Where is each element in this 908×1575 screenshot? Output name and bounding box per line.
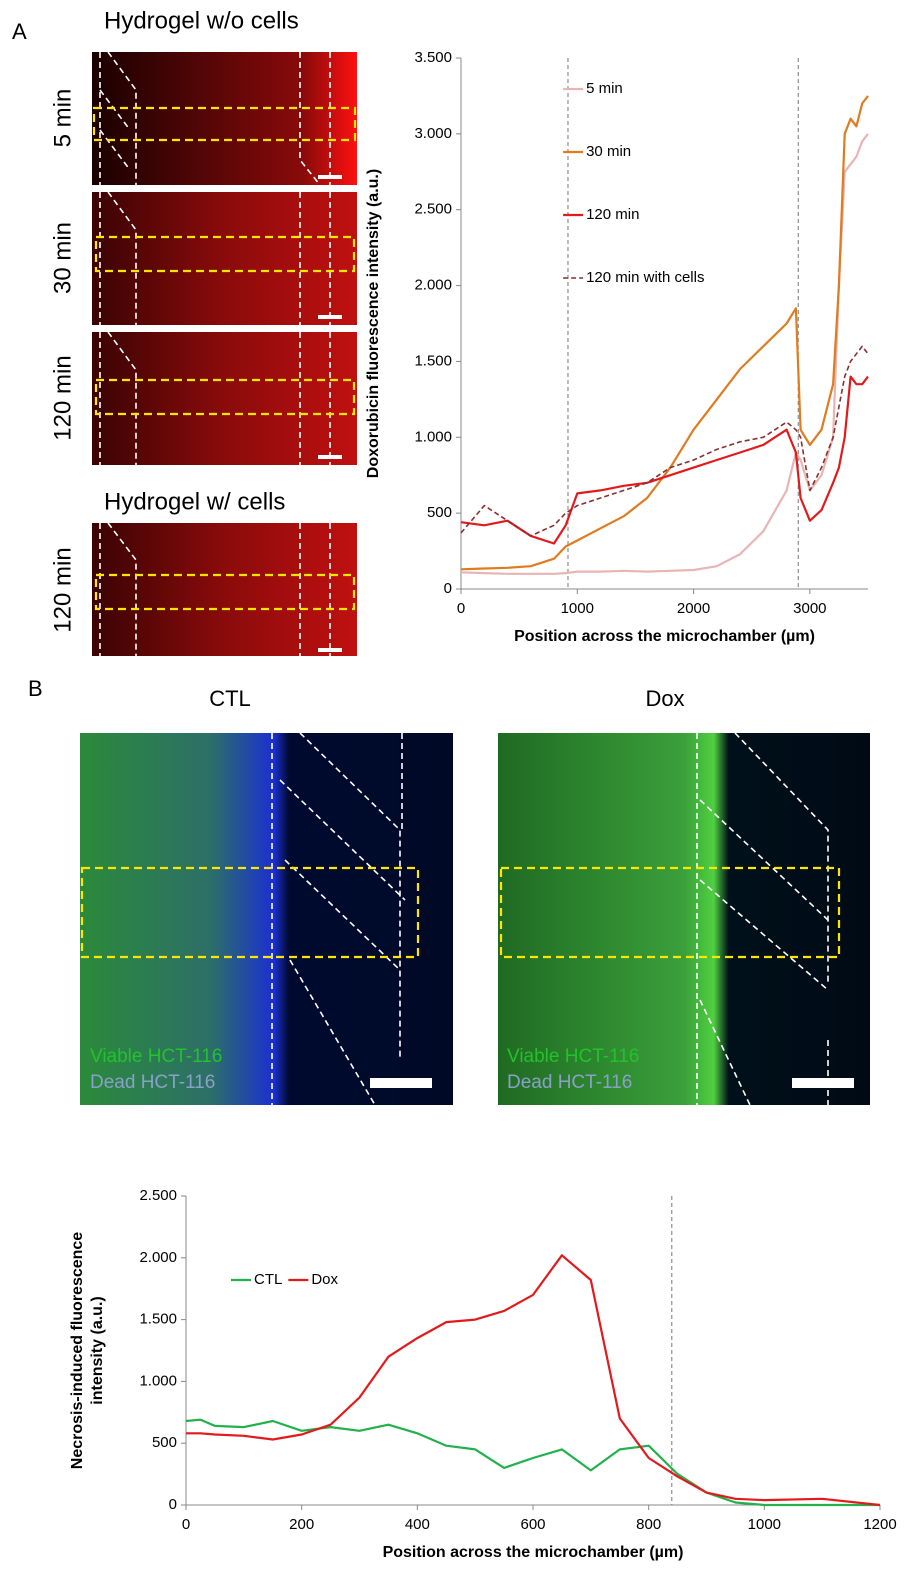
x-tick-label: 0 (182, 1516, 190, 1533)
y-tick-label: 2.500 (414, 201, 452, 218)
legend-label: Dox (311, 1271, 338, 1288)
data-line (186, 1254, 881, 1507)
y-tick-label: 1.000 (139, 1372, 177, 1389)
y-tick-label: 1.500 (414, 352, 452, 369)
y-tick-label: 3.500 (414, 49, 452, 66)
stain-label: Dead HCT-116 (507, 1072, 632, 1093)
legend-label: 120 min (586, 206, 639, 223)
x-tick-label: 600 (520, 1516, 545, 1533)
y-tick-label: 2.500 (139, 1187, 177, 1204)
y-tick-label: 3.000 (414, 125, 452, 142)
x-axis-title: Position across the microchamber (µm) (383, 1544, 684, 1561)
x-tick-label: 200 (289, 1516, 314, 1533)
y-tick-label: 1.000 (414, 428, 452, 445)
data-line (460, 133, 869, 575)
data-line (185, 1418, 880, 1507)
y-tick-label: 1.500 (139, 1311, 177, 1328)
y-axis-title: Necrosis-induced fluorescence (69, 1232, 86, 1470)
group-title: Hydrogel w/o cells (104, 7, 299, 34)
stain-label: Viable HCT-116 (90, 1046, 222, 1067)
panel-label: A (12, 19, 27, 44)
row-label: 30 min (49, 222, 76, 294)
x-tick-label: 0 (457, 600, 465, 617)
x-tick-label: 1000 (748, 1516, 781, 1533)
stain-label: Dead HCT-116 (90, 1072, 215, 1093)
row-label: 120 min (49, 547, 76, 632)
legend-label: 30 min (586, 143, 631, 160)
x-tick-label: 1000 (561, 600, 594, 617)
data-line (460, 95, 869, 571)
x-tick-label: 3000 (793, 600, 826, 617)
x-tick-label: 2000 (677, 600, 710, 617)
group-title: Hydrogel w/ cells (104, 488, 285, 515)
y-axis-title: Doxorubicin fluorescence intensity (a.u.… (365, 169, 382, 478)
legend-label: 5 min (586, 80, 623, 97)
x-tick-label: 400 (405, 1516, 430, 1533)
image-title: Dox (645, 686, 684, 711)
legend-label: CTL (254, 1271, 282, 1288)
data-line (460, 345, 869, 537)
y-tick-label: 2.000 (414, 277, 452, 294)
row-label: 120 min (49, 355, 76, 440)
panel-label: B (28, 676, 43, 701)
row-label: 5 min (49, 89, 76, 148)
image-title: CTL (209, 686, 251, 711)
y-tick-label: 0 (444, 580, 452, 597)
y-tick-label: 2.000 (139, 1249, 177, 1266)
x-tick-label: 800 (636, 1516, 661, 1533)
y-tick-label: 500 (427, 504, 452, 521)
y-tick-label: 0 (169, 1496, 177, 1513)
x-tick-label: 1200 (863, 1516, 896, 1533)
y-axis-title: intensity (a.u.) (89, 1296, 106, 1404)
y-tick-label: 500 (152, 1434, 177, 1451)
stain-label: Viable HCT-116 (507, 1046, 639, 1067)
x-axis-title: Position across the microchamber (µm) (514, 628, 815, 645)
data-line (460, 375, 869, 545)
micrograph-b (80, 732, 870, 1106)
legend-label: 120 min with cells (586, 269, 704, 286)
micrograph-a (92, 51, 357, 656)
